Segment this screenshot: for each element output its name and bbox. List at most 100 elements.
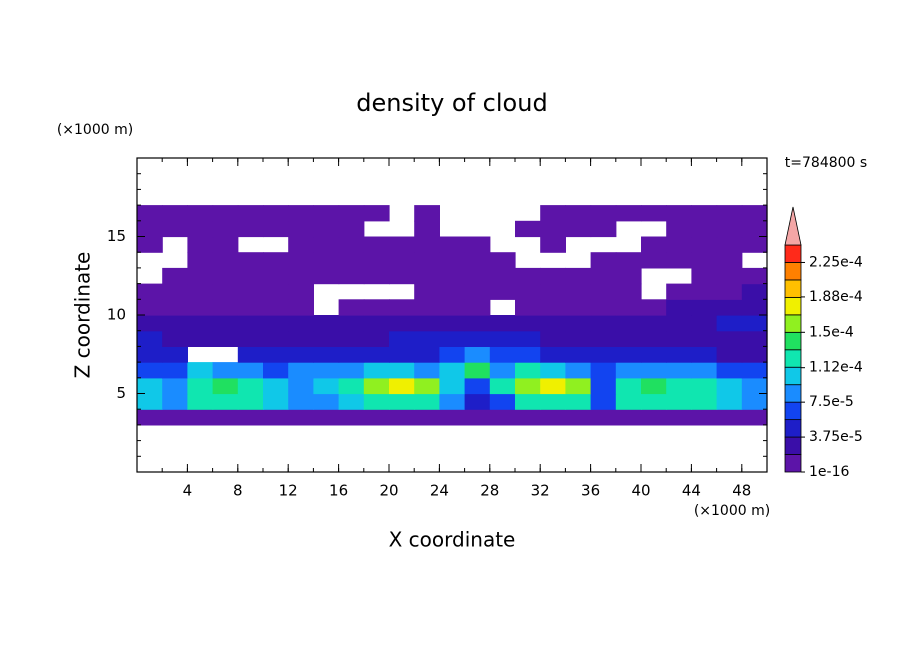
field-cell — [288, 330, 314, 347]
field-cell — [515, 299, 541, 316]
field-cell — [489, 362, 516, 379]
field-cell — [590, 299, 617, 316]
field-cell — [489, 267, 516, 285]
field-cell — [313, 220, 340, 238]
x-tick-label: 48 — [732, 482, 751, 500]
x-tick-label: 40 — [631, 482, 650, 500]
field-cell — [691, 267, 718, 285]
field-cell — [187, 220, 214, 238]
field-cell — [263, 299, 289, 316]
field-cell — [187, 377, 214, 395]
field-cell — [414, 236, 440, 253]
field-cell — [641, 377, 667, 395]
field-cell — [414, 220, 440, 238]
field-cell — [137, 205, 163, 222]
field-cell — [666, 409, 692, 426]
field-cell — [187, 393, 214, 410]
field-cell — [162, 346, 188, 363]
x-tick-label: 8 — [233, 482, 243, 500]
field-cell — [489, 409, 516, 426]
colorbar-band — [784, 384, 802, 403]
colorbar-tick-label: 1e-16 — [809, 464, 849, 480]
field-cell — [666, 283, 692, 300]
field-cell — [288, 220, 314, 238]
field-cell — [540, 362, 566, 379]
field-cell — [515, 362, 541, 379]
x-tick-label: 20 — [379, 482, 398, 500]
field-cell — [464, 330, 491, 347]
field-cell — [540, 205, 566, 222]
field-cell — [489, 393, 516, 410]
field-cell — [414, 252, 440, 269]
field-cell — [615, 377, 642, 395]
field-cell — [741, 283, 768, 300]
field-cell — [716, 252, 743, 269]
field-cell — [464, 346, 491, 363]
field-cell — [716, 299, 743, 316]
colorbar-tick-label: 3.75e-5 — [809, 429, 863, 445]
field-cell — [212, 377, 239, 395]
field-cell — [716, 220, 743, 238]
field-cell — [263, 267, 289, 285]
field-cell — [263, 315, 289, 332]
colorbar-tick-label: 7.5e-5 — [809, 394, 854, 410]
field-cell — [691, 252, 718, 269]
x-tick-label: 44 — [682, 482, 701, 500]
field-cell — [288, 299, 314, 316]
x-tick-label: 28 — [480, 482, 499, 500]
field-cell — [288, 409, 314, 426]
chart-title: density of cloud — [356, 89, 547, 117]
field-cell — [741, 299, 768, 316]
field-cell — [212, 267, 239, 285]
field-cell — [716, 362, 743, 379]
field-cell — [389, 362, 415, 379]
field-cell — [741, 220, 768, 238]
field-cell — [691, 377, 718, 395]
field-cell — [666, 236, 692, 253]
field-cell — [363, 252, 390, 269]
field-cell — [565, 299, 592, 316]
field-cell — [313, 330, 340, 347]
field-cell — [363, 377, 390, 395]
field-cell — [615, 252, 642, 269]
field-cell — [338, 346, 365, 363]
field-cell — [363, 409, 390, 426]
field-cell — [313, 236, 340, 253]
field-cell — [162, 299, 188, 316]
field-cell — [263, 362, 289, 379]
field-cell — [237, 315, 264, 332]
field-cell — [414, 409, 440, 426]
field-cell — [716, 283, 743, 300]
field-cell — [716, 315, 743, 332]
field-cell — [439, 283, 466, 300]
field-cell — [590, 315, 617, 332]
field-cell — [137, 377, 163, 395]
field-cell — [414, 267, 440, 285]
field-cell — [237, 362, 264, 379]
field-cell — [338, 409, 365, 426]
field-cell — [641, 362, 667, 379]
field-cell — [615, 299, 642, 316]
field-cell — [641, 205, 667, 222]
field-cell — [691, 205, 718, 222]
field-cell — [212, 252, 239, 269]
field-cell — [464, 252, 491, 269]
field-cell — [464, 409, 491, 426]
field-cell — [716, 267, 743, 285]
field-cell — [540, 220, 566, 238]
field-cell — [615, 362, 642, 379]
field-cell — [414, 205, 440, 222]
colorbar-band — [784, 314, 802, 333]
colorbar-band — [784, 279, 802, 298]
field-cell — [741, 393, 768, 410]
field-cell — [313, 362, 340, 379]
field-cell — [489, 346, 516, 363]
field-cell — [212, 220, 239, 238]
field-cell — [489, 377, 516, 395]
field-cell — [263, 393, 289, 410]
field-cell — [137, 393, 163, 410]
field-cell — [162, 315, 188, 332]
time-annotation: t=784800 s — [785, 155, 867, 171]
field-cell — [741, 330, 768, 347]
y-unit: (×1000 m) — [57, 122, 133, 138]
